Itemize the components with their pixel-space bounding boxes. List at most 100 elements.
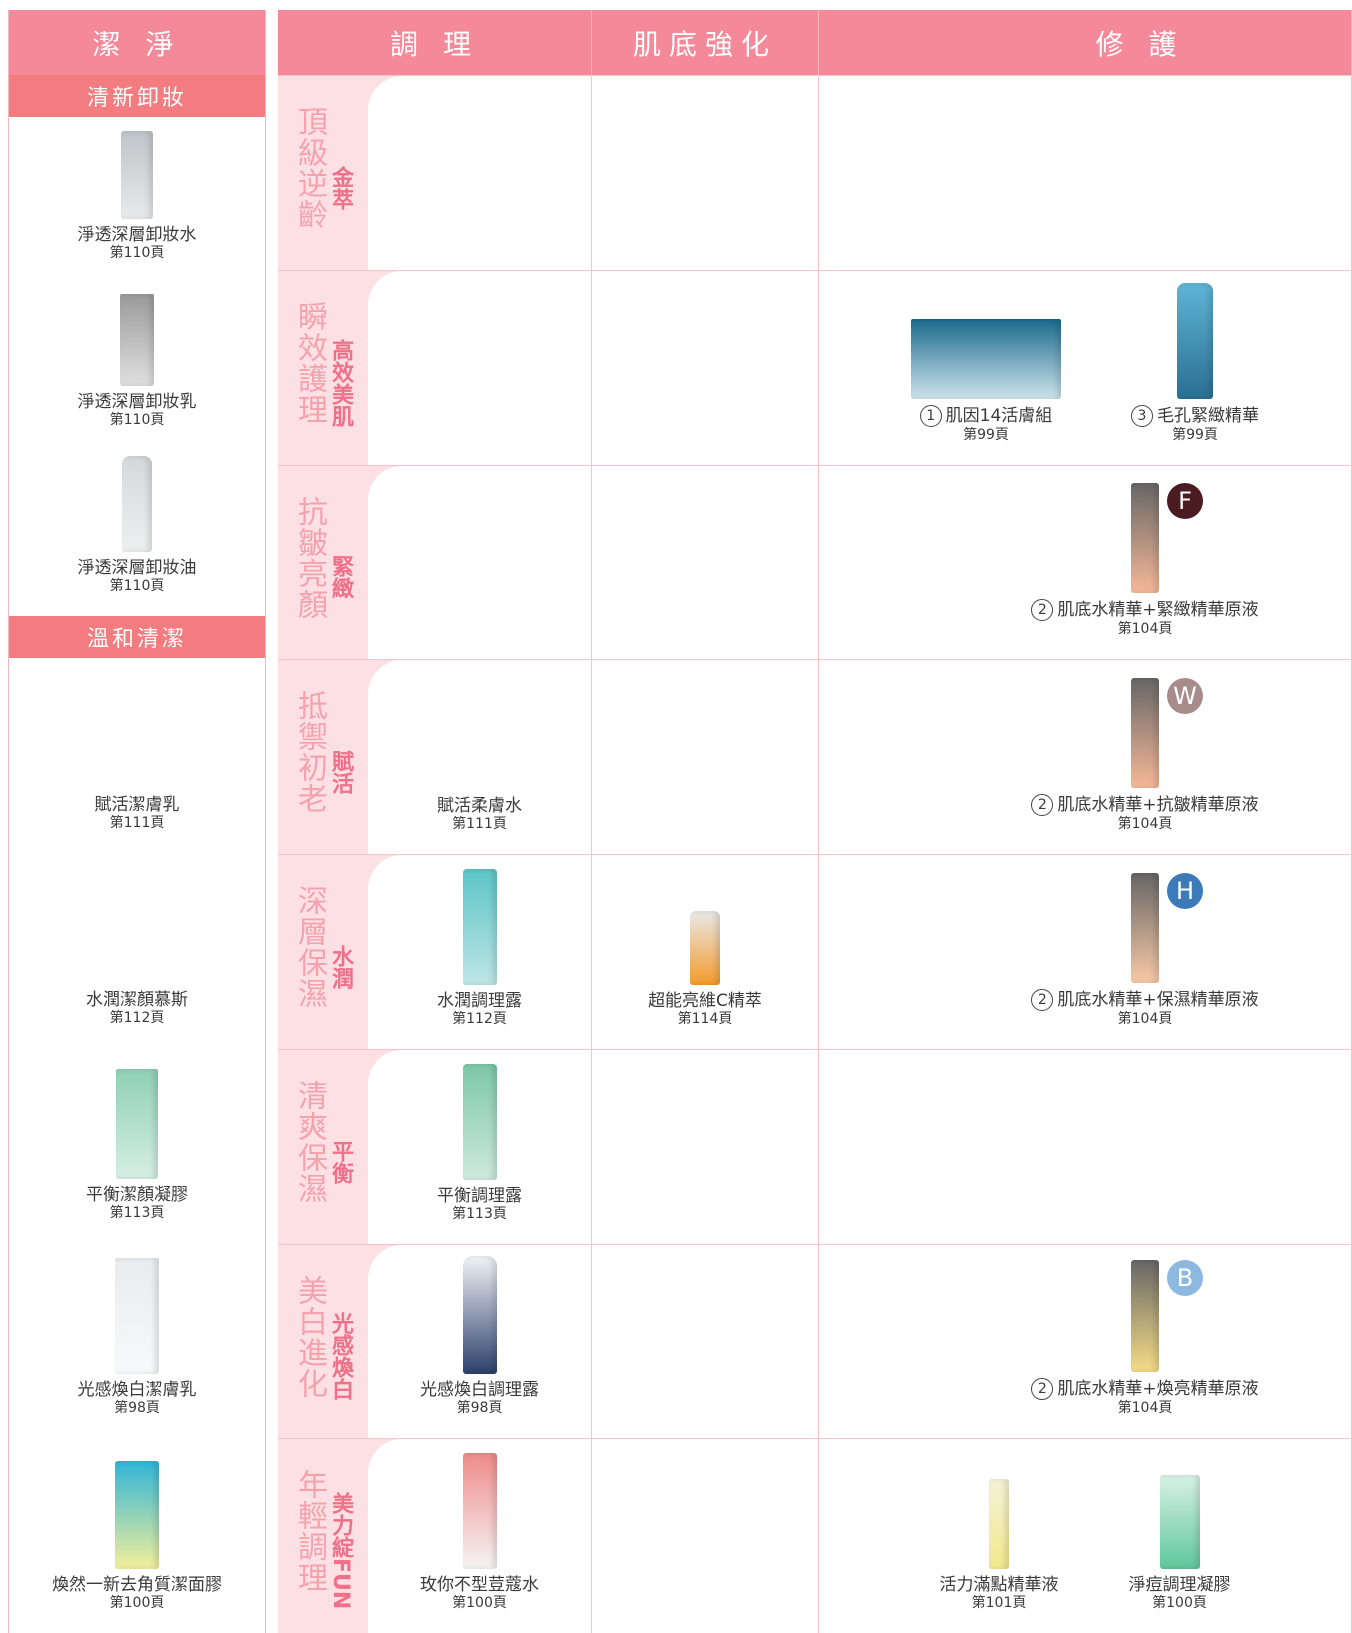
toner-cell [368, 76, 592, 270]
product-name: 光感煥白調理露 [420, 1380, 539, 1400]
product-image [911, 319, 1061, 399]
product-name-text: 肌底水精華+煥亮精華原液 [1057, 1379, 1258, 1399]
booster-cell: 超能亮維C精萃第114頁 [592, 855, 819, 1049]
product-name: 賦活柔膚水 [437, 796, 522, 816]
product: 活力滿點精華液第101頁 [940, 1479, 1059, 1611]
group-title: 溫和清潔 [9, 616, 265, 658]
row-label: 頂級逆齡金萃 [278, 76, 368, 270]
row-label-sub: 賦活 [327, 750, 353, 794]
table-header: 調 理肌底強化修 護 [278, 10, 1352, 75]
booster-cell [592, 466, 819, 660]
product-number: 1 [920, 405, 942, 427]
product-page: 第112頁 [110, 1010, 165, 1026]
booster-cell [592, 1050, 819, 1244]
product-name-text: 肌底水精華+緊緻精華原液 [1057, 600, 1258, 620]
product-name: 活力滿點精華液 [940, 1575, 1059, 1595]
product-page: 第104頁 [1118, 816, 1173, 832]
row-label: 年輕調理美力綻FUN [278, 1439, 368, 1633]
group-products: 賦活潔膚乳第111頁水潤潔顏慕斯第112頁平衡潔顏凝膠第113頁光感煥白潔膚乳第… [9, 658, 265, 1633]
product-name-text: 玫你不型荳蔻水 [420, 1575, 539, 1595]
booster-cell [592, 1245, 819, 1439]
product-name: 煥然一新去角質潔面膠 [52, 1575, 222, 1595]
product-name-text: 活力滿點精華液 [940, 1575, 1059, 1595]
product-name-text: 水潤調理露 [437, 991, 522, 1011]
product-image [1131, 1260, 1159, 1372]
product-image [463, 1453, 497, 1569]
product-image [116, 1069, 158, 1179]
product-name: 淨痘調理凝膠 [1129, 1575, 1231, 1595]
column-header: 潔 淨 [9, 10, 265, 75]
product-badge: B [1167, 1260, 1203, 1296]
row-label-sub: 金萃 [327, 166, 353, 210]
product-page: 第104頁 [1118, 1011, 1173, 1027]
product-page: 第104頁 [1118, 1400, 1173, 1416]
product-image [115, 1258, 159, 1374]
product-image [115, 1461, 159, 1569]
product: 淨透深層卸妝水第110頁 [9, 117, 265, 283]
product: 賦活柔膚水第111頁 [437, 796, 522, 832]
product-name: 水潤潔顏慕斯 [86, 990, 188, 1010]
product-name-text: 光感煥白調理露 [420, 1380, 539, 1400]
column-header: 調 理 [278, 10, 592, 75]
toner-cell: 水潤調理露第112頁 [368, 855, 592, 1049]
product: 水潤調理露第112頁 [437, 869, 522, 1027]
product-name: 淨透深層卸妝乳 [78, 392, 197, 412]
product-image [1131, 678, 1159, 788]
repair-cell [819, 1050, 1352, 1244]
row-label: 深層保濕水潤 [278, 855, 368, 1049]
product-image [122, 456, 152, 552]
product-image [1160, 1475, 1200, 1569]
product-image [121, 131, 153, 219]
product-number: 2 [1031, 1378, 1053, 1400]
product-name: 賦活潔膚乳 [95, 795, 180, 815]
booster-cell [592, 271, 819, 465]
row-label-main: 年輕調理 [293, 1469, 325, 1633]
booster-cell [592, 76, 819, 270]
row-label-main: 抵禦初老 [293, 690, 325, 854]
product-name-text: 肌底水精華+抗皺精華原液 [1057, 795, 1258, 815]
row-label-main: 頂級逆齡 [293, 106, 325, 270]
product-page: 第104頁 [1118, 621, 1173, 637]
row-label: 抵禦初老賦活 [278, 660, 368, 854]
row-label-sub: 平衡 [327, 1140, 353, 1184]
product-page: 第100頁 [110, 1595, 165, 1611]
product-badge: W [1167, 678, 1203, 714]
row-label: 清爽保濕平衡 [278, 1050, 368, 1244]
product-page: 第112頁 [452, 1011, 507, 1027]
booster-cell [592, 1439, 819, 1633]
toner-cell [368, 466, 592, 660]
product: 超能亮維C精萃第114頁 [648, 911, 762, 1027]
product-name-text: 賦活柔膚水 [437, 796, 522, 816]
product-name-text: 肌底水精華+保濕精華原液 [1057, 990, 1258, 1010]
product-name: 平衡潔顏凝膠 [86, 1185, 188, 1205]
row-label-main: 抗皺亮顏 [293, 496, 325, 660]
product-image [989, 1479, 1009, 1569]
row-label-sub: 光感煥白 [327, 1312, 353, 1400]
product-name: 平衡調理露 [437, 1186, 522, 1206]
product-number: 2 [1031, 989, 1053, 1011]
care-row: 頂級逆齡金萃 [278, 75, 1352, 270]
product-page: 第110頁 [110, 412, 165, 428]
repair-cell [819, 76, 1352, 270]
product-page: 第99頁 [963, 427, 1009, 443]
product-name-text: 平衡調理露 [437, 1186, 522, 1206]
row-label-sub: 高效美肌 [327, 339, 353, 427]
row-label-main: 深層保濕 [293, 885, 325, 1049]
product-number: 2 [1031, 794, 1053, 816]
row-label: 美白進化光感煥白 [278, 1245, 368, 1439]
product: 平衡潔顏凝膠第113頁 [9, 1048, 265, 1243]
